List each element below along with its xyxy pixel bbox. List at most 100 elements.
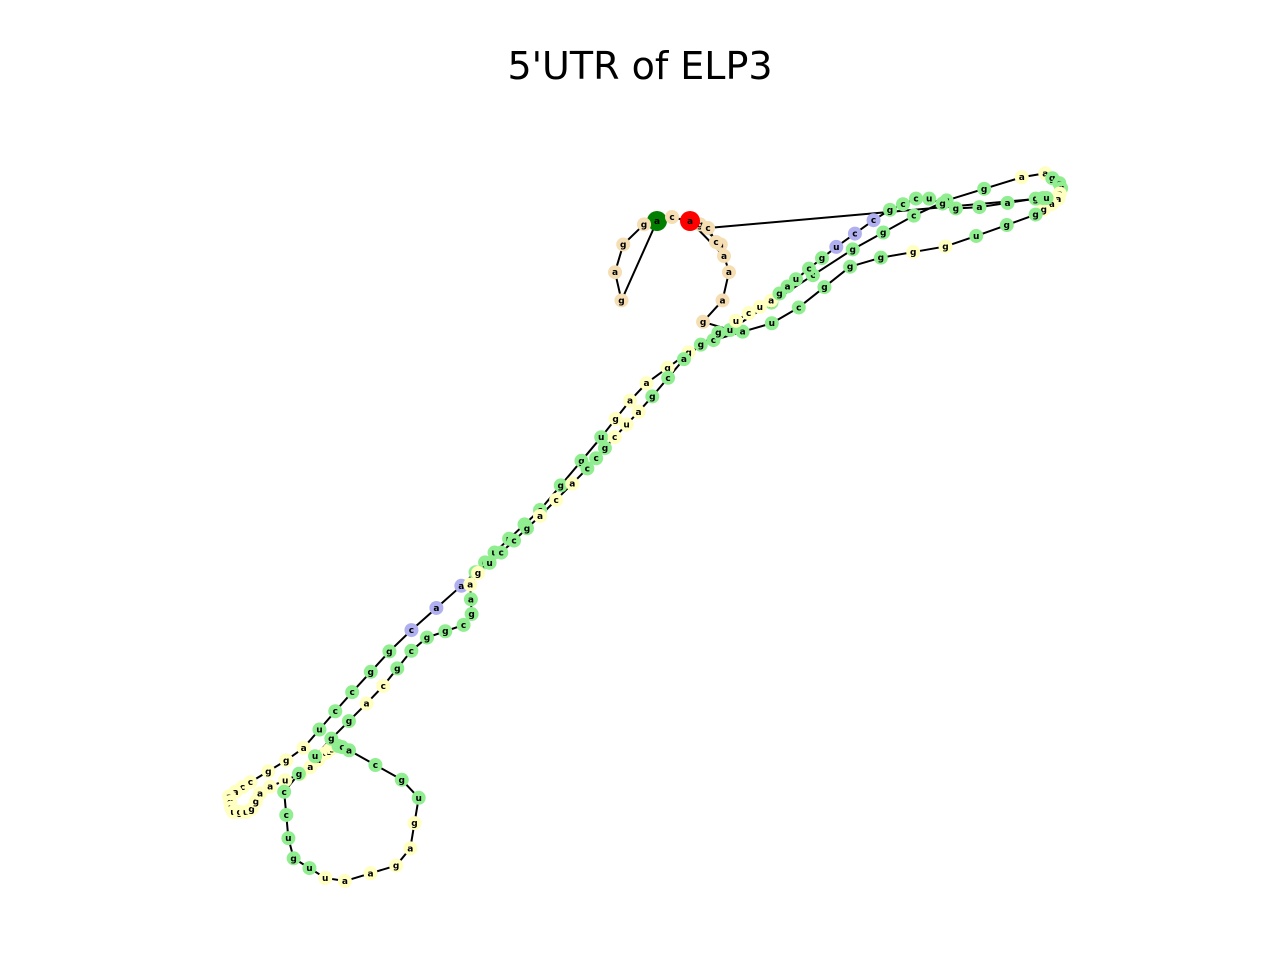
nucleotide-label: g bbox=[328, 735, 334, 745]
nucleotide-circle bbox=[341, 714, 356, 729]
nucleotide-circle bbox=[693, 337, 708, 352]
nucleotide-circle bbox=[376, 678, 391, 693]
nucleotide-circle bbox=[948, 201, 963, 216]
nucleotide: a bbox=[565, 476, 580, 491]
nucleotide-circle bbox=[728, 313, 743, 328]
nucleotide-circle bbox=[817, 280, 832, 295]
nucleotide-circle bbox=[286, 851, 301, 866]
nucleotide-circle bbox=[494, 545, 509, 560]
nucleotide-label: a bbox=[1049, 200, 1055, 210]
nucleotide-label: g bbox=[953, 204, 959, 214]
nucleotide-label: g bbox=[821, 283, 827, 293]
nucleotide-circle bbox=[701, 221, 715, 235]
nucleotide-label: c bbox=[553, 496, 558, 506]
nucleotide: g bbox=[817, 280, 832, 295]
nucleotide: u bbox=[764, 316, 779, 331]
base-pair bbox=[319, 668, 397, 729]
nucleotide: g bbox=[938, 239, 953, 254]
nucleotide-label: c bbox=[349, 688, 354, 698]
nucleotide-circle bbox=[1000, 195, 1015, 210]
nucleotide-circle bbox=[717, 249, 731, 263]
nucleotide-label: g bbox=[849, 245, 855, 255]
nucleotide: g bbox=[614, 293, 629, 308]
nucleotide: u bbox=[312, 722, 327, 737]
nucleotide-label: a bbox=[537, 512, 543, 522]
nucleotide-circle bbox=[389, 858, 404, 873]
nucleotide: c bbox=[741, 306, 756, 321]
nucleotide-circle bbox=[665, 210, 679, 224]
nucleotide: c bbox=[665, 210, 679, 224]
nucleotide-label: a bbox=[467, 581, 473, 591]
nucleotide-circle bbox=[589, 451, 604, 466]
nucleotide-circle bbox=[279, 753, 294, 768]
nucleotide-circle bbox=[281, 831, 296, 846]
nucleotide: u bbox=[281, 831, 296, 846]
nucleotide-label: a bbox=[433, 604, 439, 614]
nucleotide-circle bbox=[876, 225, 891, 240]
nucleotide-circle bbox=[404, 623, 419, 638]
nucleotide-circle bbox=[291, 766, 306, 781]
nucleotide-label: c bbox=[381, 682, 386, 692]
nucleotide: g bbox=[693, 337, 708, 352]
nucleotide-circle bbox=[580, 461, 595, 476]
nucleotide-label: a bbox=[363, 700, 369, 710]
nucleotide: u bbox=[278, 773, 293, 788]
nucleotide-label: c bbox=[284, 811, 289, 821]
nucleotide-label: c bbox=[705, 224, 710, 234]
nucleotide-label: a bbox=[407, 844, 413, 854]
nucleotide-label: g bbox=[265, 767, 271, 777]
nucleotide-layer: agaggcgaaagugcggcggaagcgaaagggugggggcuac… bbox=[222, 166, 1069, 889]
nucleotide-label: g bbox=[776, 290, 782, 300]
nucleotide: g bbox=[999, 218, 1014, 233]
nucleotide: g bbox=[520, 521, 534, 536]
nucleotide-label: a bbox=[257, 790, 263, 800]
nucleotide: g bbox=[553, 478, 568, 493]
nucleotide: g bbox=[390, 661, 405, 676]
nucleotide: g bbox=[382, 644, 397, 659]
nucleotide-label: g bbox=[442, 627, 448, 637]
nucleotide-circle bbox=[359, 696, 374, 711]
nucleotide: c bbox=[507, 533, 521, 548]
nucleotide-label: g bbox=[697, 220, 703, 230]
nucleotide-circle bbox=[741, 306, 756, 321]
nucleotide-label: g bbox=[386, 647, 392, 657]
nucleotide: c bbox=[376, 678, 391, 693]
nucleotide-label: g bbox=[346, 717, 352, 727]
nucleotide-circle bbox=[471, 565, 486, 580]
nucleotide: g bbox=[286, 851, 301, 866]
nucleotide-label: c bbox=[240, 783, 245, 793]
nucleotide: a bbox=[342, 743, 357, 758]
nucleotide-label: g bbox=[878, 254, 884, 264]
nucleotide: g bbox=[906, 245, 921, 260]
backbone-segment bbox=[707, 197, 1047, 229]
nucleotide-circle bbox=[680, 211, 700, 231]
nucleotide-label: g bbox=[641, 220, 647, 230]
nucleotide-label: g bbox=[910, 248, 916, 258]
nucleotide: g bbox=[616, 237, 631, 252]
nucleotide: u bbox=[619, 417, 634, 432]
nucleotide: g bbox=[873, 250, 888, 265]
nucleotide-circle bbox=[977, 181, 992, 196]
nucleotide-label: g bbox=[685, 348, 691, 358]
nucleotide-label: c bbox=[796, 303, 801, 313]
nucleotide-circle bbox=[721, 265, 736, 280]
nucleotide-circle bbox=[623, 393, 638, 408]
nucleotide-circle bbox=[631, 404, 646, 419]
nucleotide: a bbox=[676, 352, 691, 367]
nucleotide-circle bbox=[709, 235, 723, 249]
nucleotide: a bbox=[972, 200, 987, 215]
nucleotide: u bbox=[969, 228, 984, 243]
nucleotide-circle bbox=[597, 441, 612, 456]
nucleotide-circle bbox=[456, 617, 471, 632]
nucleotide-circle bbox=[843, 259, 858, 274]
nucleotide: c bbox=[607, 430, 622, 445]
nucleotide-label: c bbox=[248, 778, 253, 788]
nucleotide-label: a bbox=[785, 282, 791, 292]
nucleotide: g bbox=[341, 714, 356, 729]
nucleotide-label: a bbox=[367, 869, 373, 879]
nucleotide-label: a bbox=[1019, 173, 1025, 183]
nucleotide-label: c bbox=[461, 621, 466, 631]
nucleotide-label: a bbox=[267, 783, 273, 793]
nucleotide: c bbox=[549, 492, 564, 507]
